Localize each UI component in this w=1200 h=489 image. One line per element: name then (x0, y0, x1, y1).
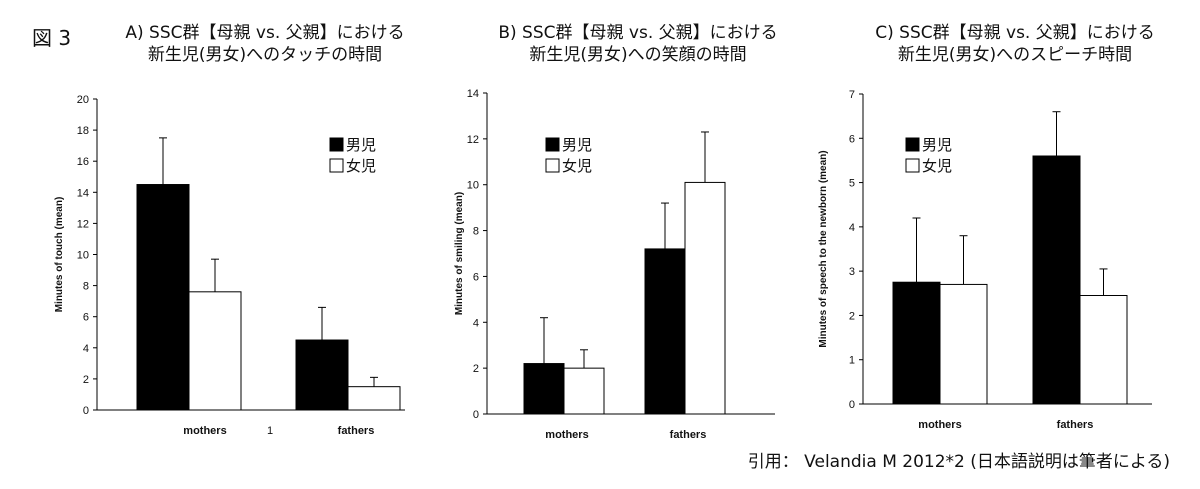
bar (188, 291, 242, 411)
legend-swatch (545, 137, 560, 152)
y-tick-label: 20 (77, 94, 89, 106)
bar (136, 184, 190, 411)
category-label: mothers (545, 429, 588, 441)
bar (939, 283, 988, 405)
category-label: fathers (338, 425, 375, 437)
legend-label: 女児 (922, 157, 952, 175)
y-tick-label: 5 (849, 178, 855, 190)
y-axis-label: Minutes of smiling (mean) (454, 192, 465, 315)
y-tick-label: 10 (467, 180, 479, 192)
legend-label: 女児 (562, 157, 592, 175)
bar (644, 248, 686, 415)
y-tick-label: 6 (849, 133, 855, 145)
chart-title-line: A) SSC群【母親 vs. 父親】における (125, 23, 404, 43)
citation-text: 引用： Velandia M 2012*2 (日本語説明は筆者による) (747, 452, 1170, 472)
y-tick-label: 3 (849, 266, 855, 278)
category-label: fathers (1057, 419, 1094, 431)
y-tick-label: 2 (83, 374, 89, 386)
legend-swatch (329, 158, 344, 173)
y-tick-label: 6 (83, 312, 89, 324)
bar (1079, 295, 1128, 405)
bar (1032, 155, 1081, 405)
chart-title-line: 新生児(男女)へのタッチの時間 (148, 45, 382, 65)
bar (563, 367, 605, 415)
y-tick-label: 2 (473, 363, 479, 375)
y-tick-label: 0 (849, 399, 855, 411)
figure-label: 図 3 (32, 26, 72, 50)
bar (523, 363, 565, 415)
y-tick-label: 12 (77, 218, 89, 230)
y-tick-label: 4 (849, 222, 855, 234)
y-tick-label: 4 (83, 343, 89, 355)
bar (295, 339, 349, 411)
legend-label: 男児 (346, 136, 376, 154)
y-tick-label: 10 (77, 250, 89, 262)
y-tick-label: 0 (83, 405, 89, 417)
category-label: mothers (918, 419, 961, 431)
y-tick-label: 12 (467, 134, 479, 146)
legend-swatch (545, 158, 560, 173)
y-tick-label: 14 (467, 88, 479, 100)
legend-label: 男児 (922, 136, 952, 154)
legend-swatch (905, 137, 920, 152)
y-tick-label: 14 (77, 187, 89, 199)
legend-label: 男児 (562, 136, 592, 154)
y-tick-label: 8 (473, 226, 479, 238)
y-tick-label: 2 (849, 310, 855, 322)
y-tick-label: 1 (849, 355, 855, 367)
y-axis-label: Minutes of speech to the newborn (mean) (818, 150, 829, 347)
y-tick-label: 16 (77, 156, 89, 168)
x-extra-label: 1 (267, 425, 273, 437)
chart-title-line: B) SSC群【母親 vs. 父親】における (498, 23, 777, 43)
legend-swatch (905, 158, 920, 173)
y-tick-label: 7 (849, 89, 855, 101)
chart-title-line: 新生児(男女)へのスピーチ時間 (898, 45, 1132, 65)
category-label: fathers (670, 429, 707, 441)
chart-title-line: C) SSC群【母親 vs. 父親】における (875, 23, 1155, 43)
y-tick-label: 0 (473, 409, 479, 421)
legend-swatch (329, 137, 344, 152)
category-label: mothers (183, 425, 226, 437)
legend-label: 女児 (346, 157, 376, 175)
bar (684, 181, 726, 415)
bar (892, 281, 941, 405)
y-tick-label: 8 (83, 281, 89, 293)
y-axis-label: Minutes of touch (mean) (54, 197, 65, 313)
chart-title-line: 新生児(男女)への笑顔の時間 (529, 45, 746, 65)
y-tick-label: 4 (473, 317, 479, 329)
y-tick-label: 18 (77, 125, 89, 137)
y-tick-label: 6 (473, 271, 479, 283)
